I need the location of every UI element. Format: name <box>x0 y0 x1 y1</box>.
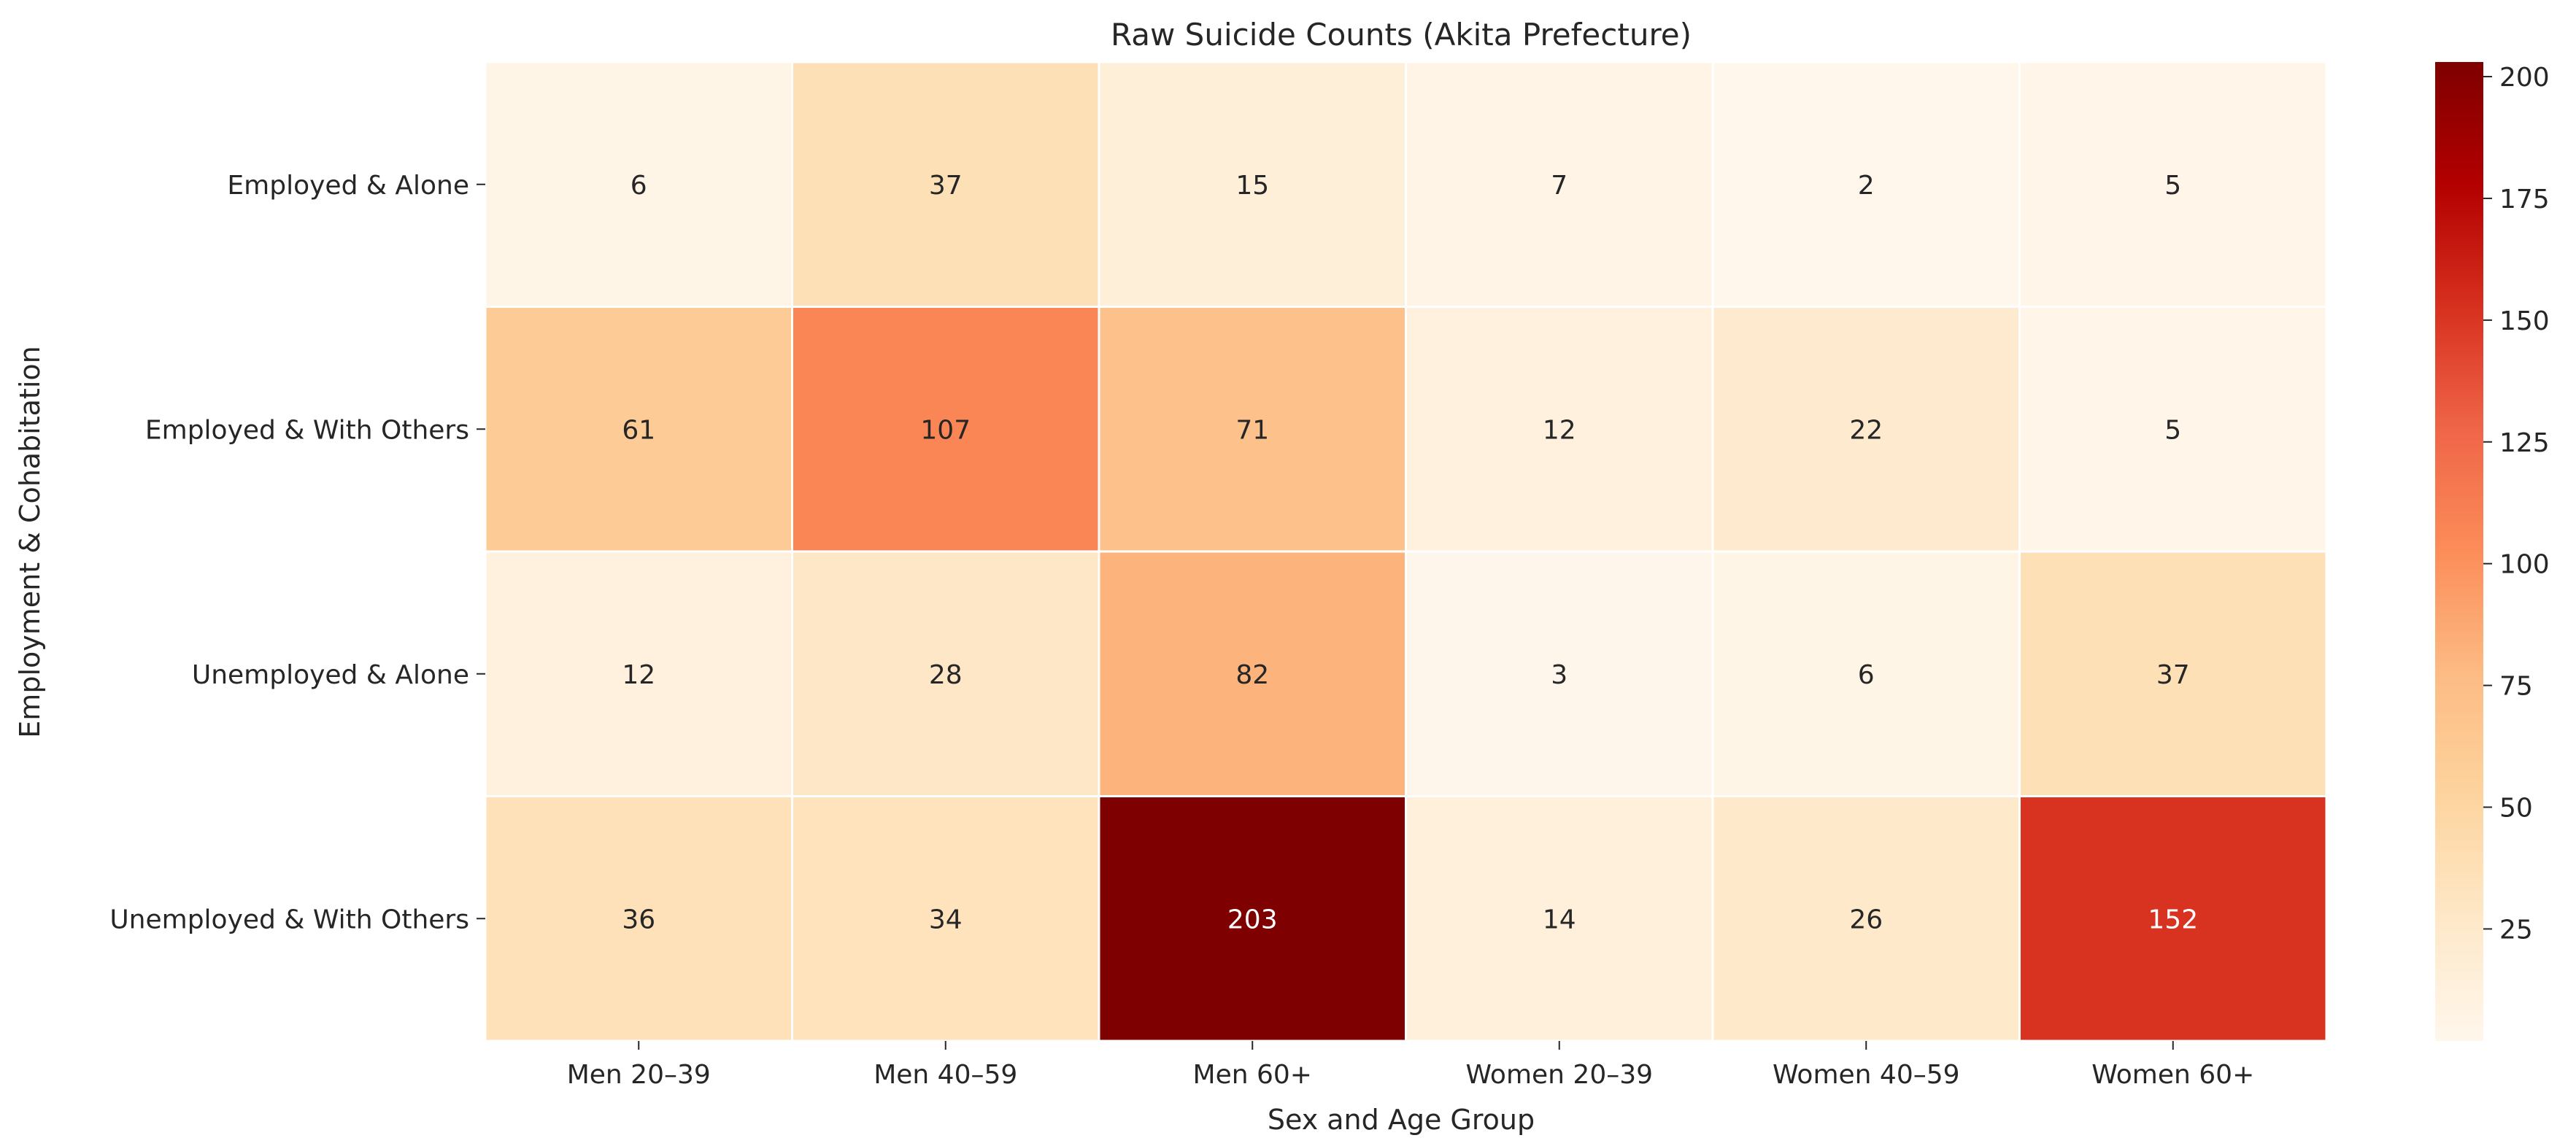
x-axis-label: Sex and Age Group <box>1268 1104 1535 1136</box>
y-tick-label: Unemployed & Alone <box>192 660 469 690</box>
heatmap-cell <box>1711 550 2021 797</box>
cell-value-label: 28 <box>929 660 963 690</box>
cell-value-label: 15 <box>1235 171 1269 201</box>
y-tick-label: Employed & Alone <box>227 171 469 201</box>
heatmap-cell <box>1405 795 1714 1042</box>
heatmap-cell <box>1098 61 1407 308</box>
heatmap-cells <box>484 61 2328 1042</box>
x-tick-label: Women 40–59 <box>1773 1060 1960 1090</box>
cell-value-label: 14 <box>1543 905 1576 934</box>
colorbar-tick-label: 125 <box>2499 428 2550 458</box>
heatmap-cell <box>1405 550 1714 797</box>
heatmap-cell <box>484 550 793 797</box>
heatmap-cell <box>1405 306 1714 553</box>
heatmap-cell <box>484 61 793 308</box>
heatmap-cell <box>1405 61 1714 308</box>
heatmap-cell <box>1098 550 1407 797</box>
cell-value-label: 152 <box>2148 905 2198 934</box>
cell-value-label: 61 <box>622 415 655 445</box>
heatmap-cell <box>791 550 1100 797</box>
cell-value-label: 36 <box>622 905 655 934</box>
cell-value-label: 37 <box>929 171 963 201</box>
cell-value-label: 22 <box>1849 415 1883 445</box>
x-tick-label: Men 20–39 <box>567 1060 711 1090</box>
colorbar-tick-label: 25 <box>2499 915 2533 945</box>
colorbar <box>2435 62 2483 1041</box>
cell-value-label: 5 <box>2164 171 2181 201</box>
cell-value-label: 37 <box>2156 660 2190 690</box>
colorbar-tick-label: 50 <box>2499 794 2533 824</box>
y-tick-label: Unemployed & With Others <box>109 905 469 934</box>
cell-value-label: 5 <box>2164 415 2181 445</box>
cell-value-label: 12 <box>1543 415 1576 445</box>
colorbar-tick-label: 175 <box>2499 185 2550 214</box>
heatmap-cell <box>1711 795 2021 1042</box>
y-axis-ticks: Employed & Alone Employed & With Others Un… <box>109 171 485 934</box>
cell-value-label: 71 <box>1235 415 1269 445</box>
heatmap-cell <box>484 795 793 1042</box>
x-tick-label: Women 20–39 <box>1465 1060 1653 1090</box>
colorbar-tick-label: 75 <box>2499 672 2533 702</box>
cell-value-label: 82 <box>1235 660 1269 690</box>
x-tick-label: Men 40–59 <box>874 1060 1017 1090</box>
heatmap-cell <box>2018 795 2328 1042</box>
chart-title: Raw Suicide Counts (Akita Prefecture) <box>1111 17 1692 53</box>
cell-value-label: 107 <box>920 415 971 445</box>
colorbar-tick-label: 200 <box>2499 63 2550 93</box>
cell-value-label: 6 <box>1858 660 1875 690</box>
x-tick-label: Men 60+ <box>1193 1060 1312 1090</box>
heatmap-cell <box>791 61 1100 308</box>
cell-value-label: 12 <box>622 660 655 690</box>
heatmap-cell <box>1711 61 2021 308</box>
heatmap-cell <box>2018 550 2328 797</box>
y-axis-label: Employment & Cohabitation <box>14 346 46 737</box>
colorbar-tick-label: 150 <box>2499 306 2550 336</box>
heatmap-cell <box>2018 61 2328 308</box>
x-axis-ticks: Men 20–39 Men 40–59 Men 60+ Women 20–39 Wome… <box>567 1041 2254 1090</box>
cell-value-label: 203 <box>1227 905 1278 934</box>
y-tick-label: Employed & With Others <box>145 415 469 445</box>
cell-value-label: 7 <box>1551 171 1567 201</box>
colorbar-ticks: 25 50 75 100 125 150 175 200 <box>2483 63 2550 945</box>
cell-value-label: 6 <box>630 171 647 201</box>
colorbar-tick-label: 100 <box>2499 550 2550 580</box>
x-tick-label: Women 60+ <box>2091 1060 2254 1090</box>
cell-value-label: 34 <box>929 905 963 934</box>
heatmap-cell <box>791 795 1100 1042</box>
heatmap-cell <box>1098 795 1407 1042</box>
cell-value-label: 2 <box>1858 171 1875 201</box>
cell-value-label: 26 <box>1849 905 1883 934</box>
heatmap-cell <box>791 306 1100 553</box>
cell-value-label: 3 <box>1551 660 1567 690</box>
heatmap-cell <box>2018 306 2328 553</box>
